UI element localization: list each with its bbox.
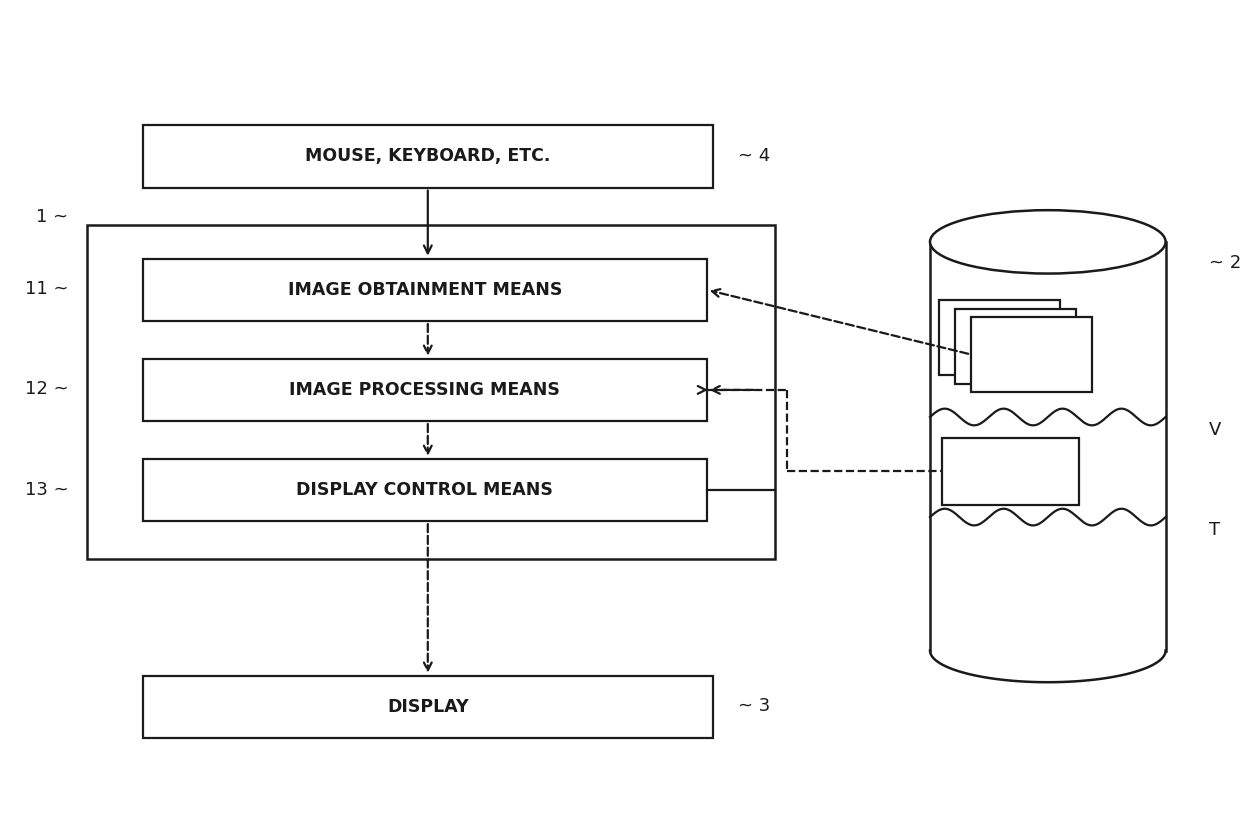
Bar [143, 359, 707, 421]
Text: ~ 4: ~ 4 [738, 147, 770, 165]
Text: 1 ~: 1 ~ [36, 208, 68, 226]
Text: T: T [1209, 520, 1220, 539]
Bar [143, 259, 707, 321]
Bar [87, 225, 775, 559]
Text: 13 ~: 13 ~ [25, 480, 68, 499]
Bar [939, 300, 1060, 375]
Text: 11 ~: 11 ~ [25, 280, 68, 299]
Text: IMAGE PROCESSING MEANS: IMAGE PROCESSING MEANS [289, 381, 560, 399]
Text: ~ 2: ~ 2 [1209, 254, 1240, 272]
Text: IMAGE OBTAINMENT MEANS: IMAGE OBTAINMENT MEANS [288, 281, 562, 299]
Text: ~ 3: ~ 3 [738, 697, 770, 716]
Text: MOUSE, KEYBOARD, ETC.: MOUSE, KEYBOARD, ETC. [305, 148, 551, 165]
Bar [143, 676, 713, 738]
Bar [143, 459, 707, 521]
Bar [930, 242, 1166, 651]
Text: DISPLAY CONTROL MEANS: DISPLAY CONTROL MEANS [296, 481, 553, 499]
Bar [143, 125, 713, 188]
Text: V: V [1209, 420, 1221, 439]
Bar [942, 438, 1079, 505]
Bar [971, 317, 1092, 392]
Text: 12 ~: 12 ~ [25, 380, 68, 399]
Bar [955, 309, 1076, 384]
Ellipse shape [930, 210, 1166, 274]
Text: DISPLAY: DISPLAY [387, 698, 469, 716]
